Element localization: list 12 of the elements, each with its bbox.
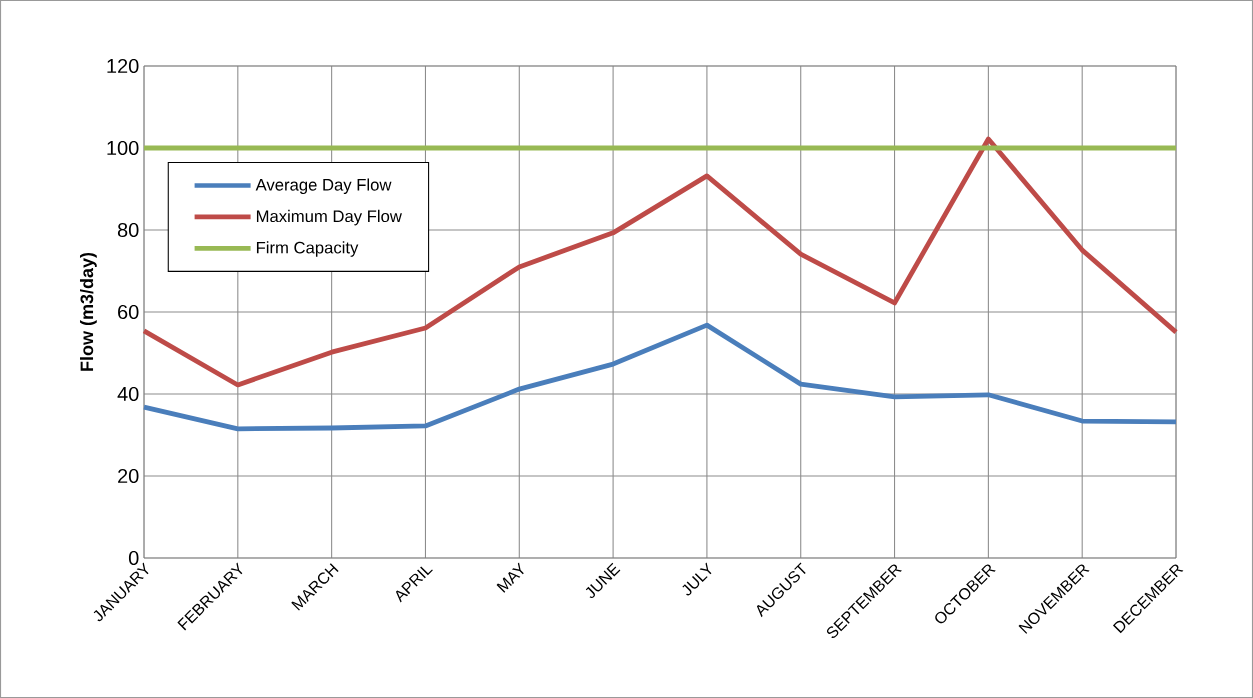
y-tick-label: 60 [118, 304, 139, 320]
legend-label: Firm Capacity [256, 241, 359, 257]
y-tick-label: 20 [118, 468, 139, 484]
legend-label: Average Day Flow [255, 178, 392, 194]
y-tick-label: 40 [117, 386, 139, 402]
y-tick-label: 100 [107, 140, 139, 156]
line-series [141, 322, 1179, 432]
line-series [141, 136, 1179, 388]
y-tick-label: 120 [107, 58, 139, 74]
y-tick-label: 80 [117, 222, 139, 238]
y-axis-title: Flow (m3/day) [79, 252, 97, 371]
legend-label: Maximum Day Flow [256, 209, 402, 226]
